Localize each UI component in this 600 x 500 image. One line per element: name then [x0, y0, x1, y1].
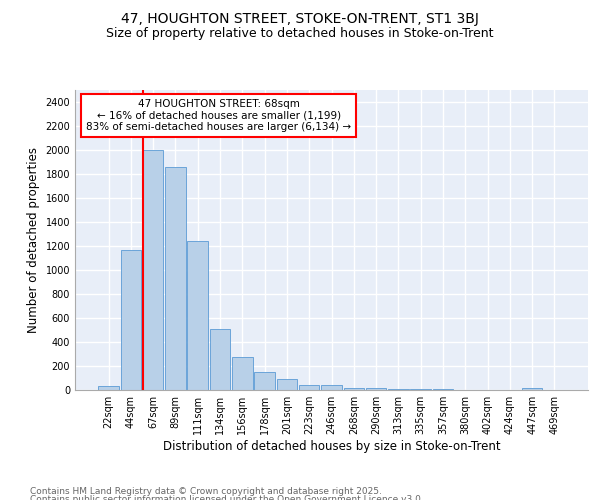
Bar [121, 250, 141, 390]
Text: 47, HOUGHTON STREET, STOKE-ON-TRENT, ST1 3BJ: 47, HOUGHTON STREET, STOKE-ON-TRENT, ST1… [121, 12, 479, 26]
Bar [522, 388, 542, 390]
Bar [232, 357, 253, 390]
Y-axis label: Number of detached properties: Number of detached properties [27, 147, 40, 333]
Text: Size of property relative to detached houses in Stoke-on-Trent: Size of property relative to detached ho… [106, 28, 494, 40]
Text: Contains public sector information licensed under the Open Government Licence v3: Contains public sector information licen… [30, 495, 424, 500]
Bar [98, 386, 119, 390]
Bar [187, 241, 208, 390]
Bar [366, 388, 386, 390]
Bar [321, 384, 342, 390]
Bar [299, 384, 319, 390]
Bar [210, 329, 230, 390]
Bar [388, 389, 409, 390]
Bar [254, 372, 275, 390]
Text: 47 HOUGHTON STREET: 68sqm
← 16% of detached houses are smaller (1,199)
83% of se: 47 HOUGHTON STREET: 68sqm ← 16% of detac… [86, 99, 351, 132]
Text: Contains HM Land Registry data © Crown copyright and database right 2025.: Contains HM Land Registry data © Crown c… [30, 488, 382, 496]
X-axis label: Distribution of detached houses by size in Stoke-on-Trent: Distribution of detached houses by size … [163, 440, 500, 453]
Bar [143, 150, 163, 390]
Bar [165, 167, 186, 390]
Bar [277, 379, 297, 390]
Bar [344, 388, 364, 390]
